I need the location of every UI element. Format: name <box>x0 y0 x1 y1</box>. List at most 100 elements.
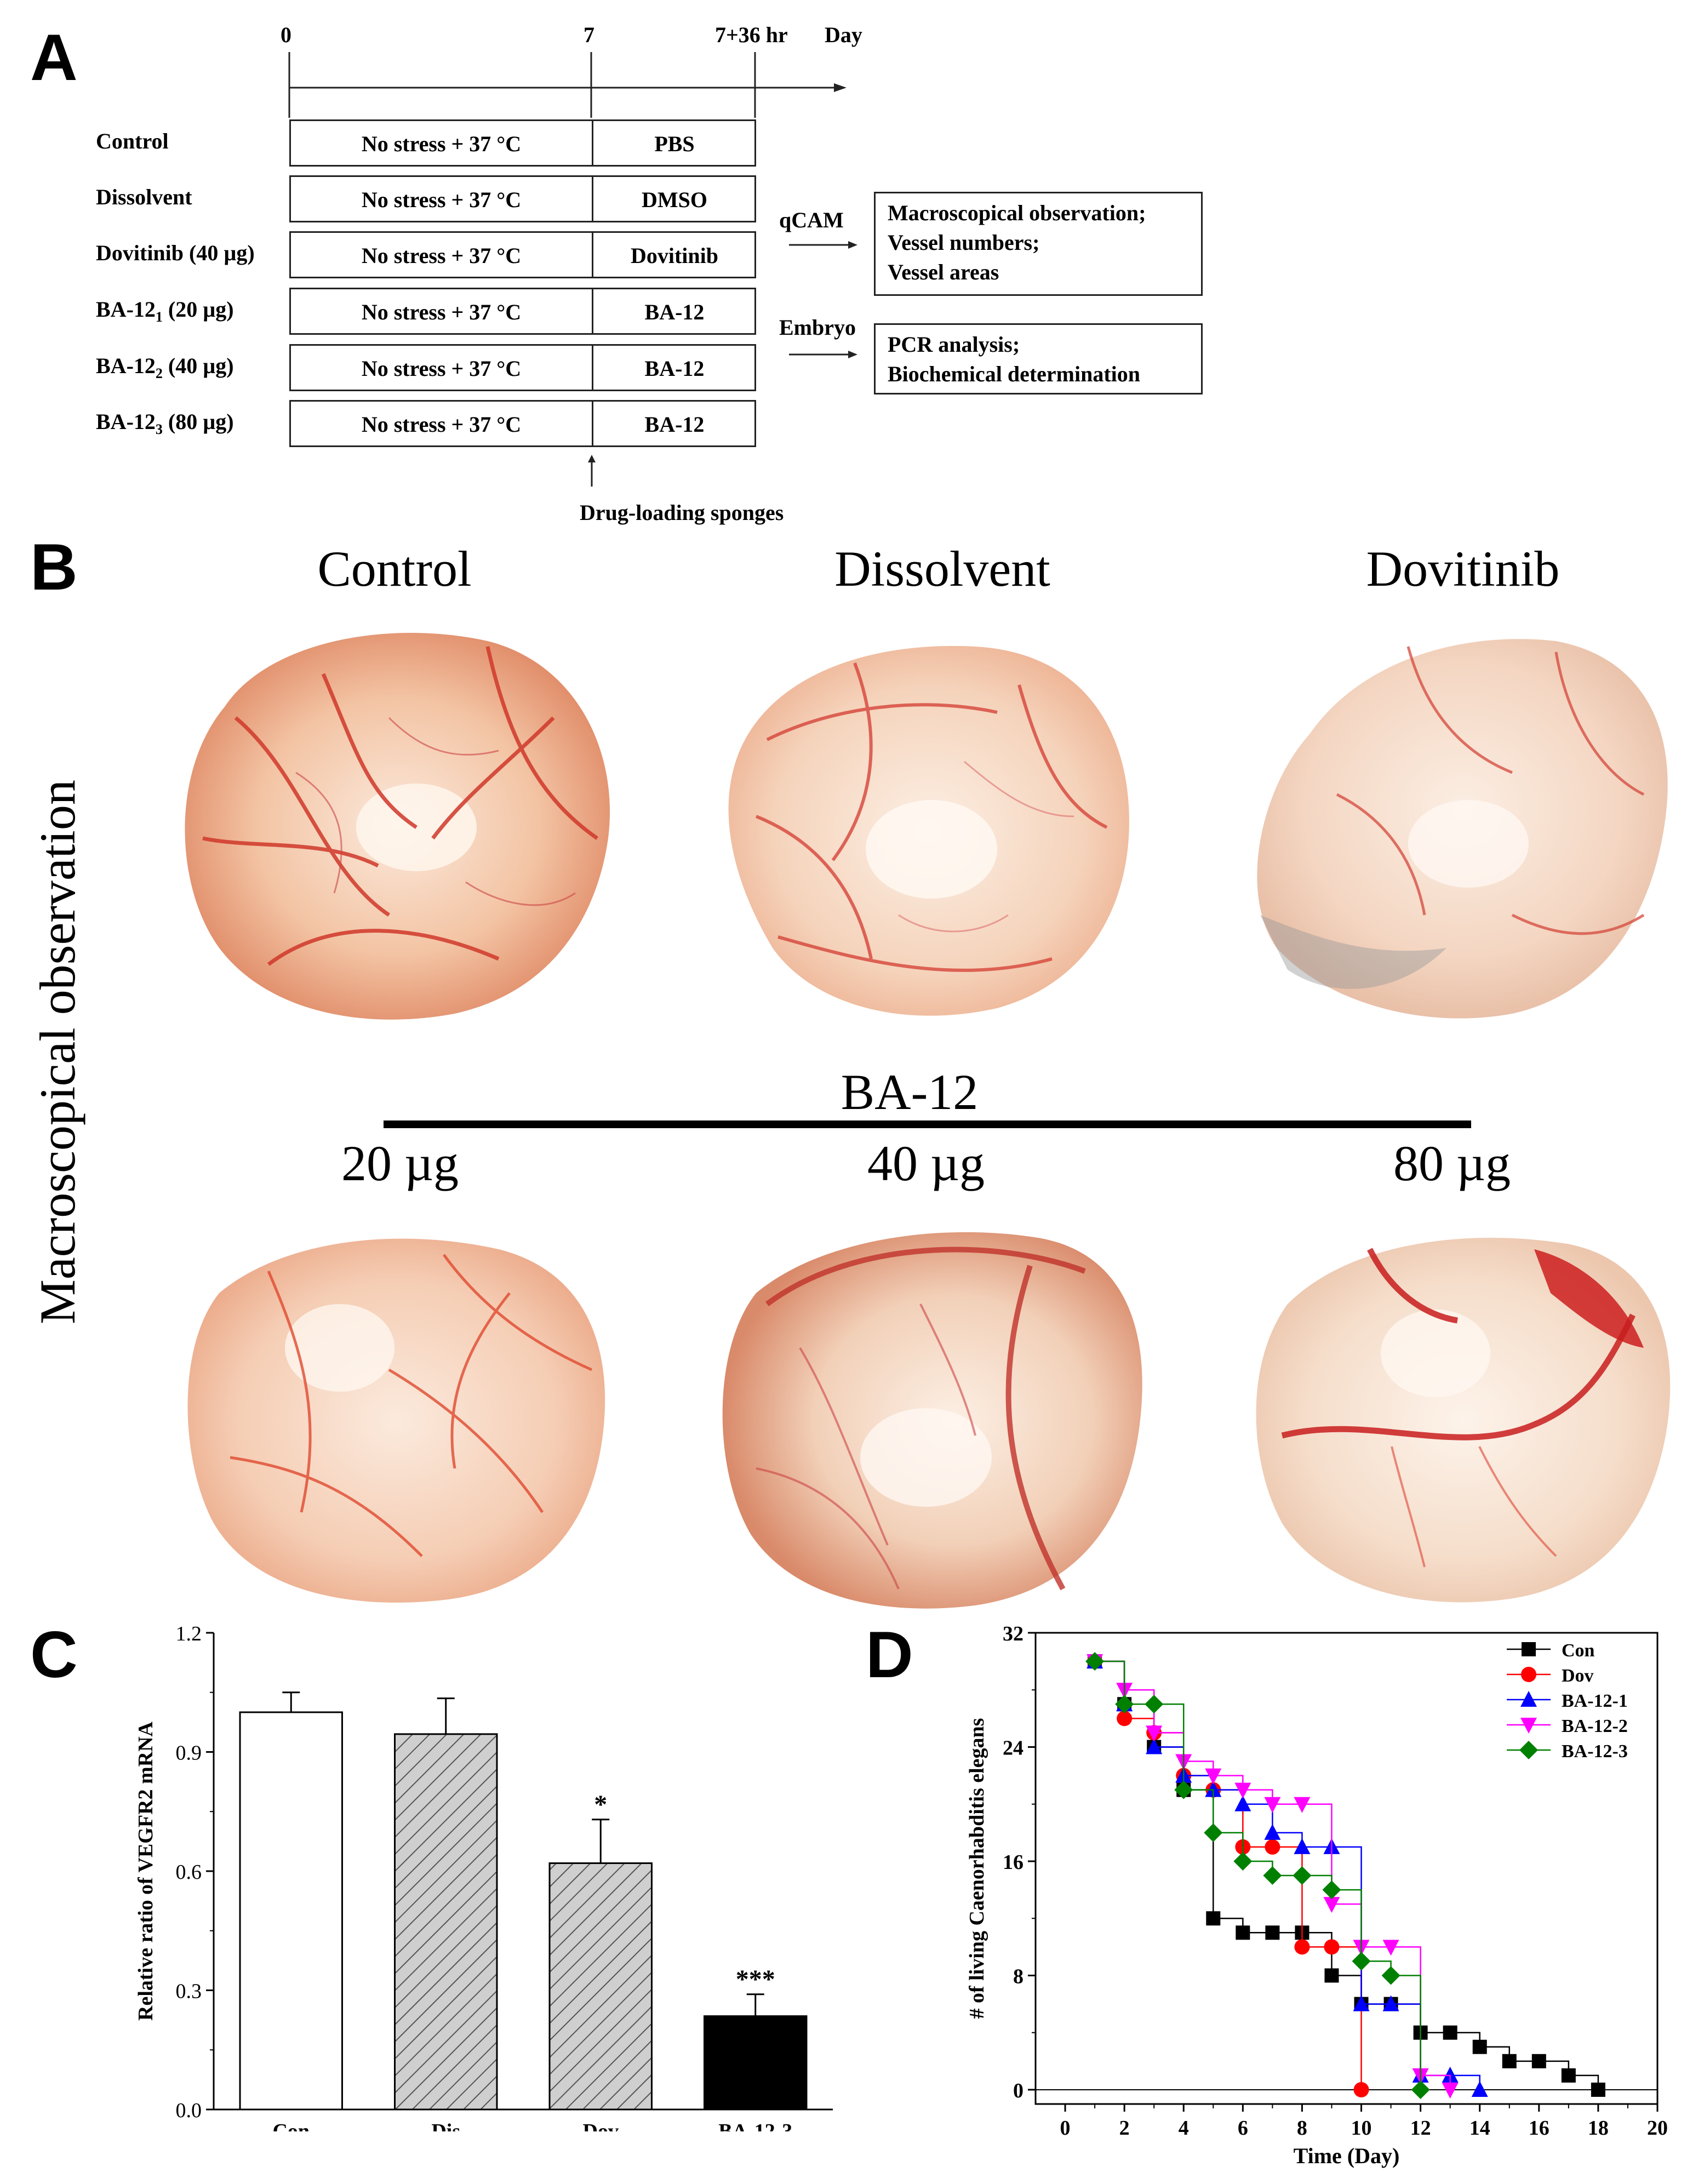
data-point-ba-12-1 <box>1264 1823 1281 1840</box>
data-point-con <box>1561 2068 1576 2083</box>
data-point-ba-12-2 <box>1294 1797 1311 1813</box>
x-tick-label: BA-12-3 <box>718 2120 792 2131</box>
timeline-row-box: No stress + 37 °C BA-12 <box>289 344 756 391</box>
cam-photo-ba12-20 <box>187 1238 605 1603</box>
embryo-outcome-line-1: PCR analysis; <box>888 332 1020 357</box>
data-point-con <box>1206 1911 1221 1926</box>
row-label-dose: (80 µg) <box>162 409 234 434</box>
timeline-row-label: BA-123 (80 µg) <box>96 409 234 438</box>
chart-c-vegfr2: 0.0 0.3 0.6 0.9 1.2 Con Dis * Dov *** BA-12-3 Relat… <box>134 1622 833 2131</box>
timeline-row-label: Control <box>96 128 169 157</box>
data-point-ba-12-1 <box>1234 1795 1251 1811</box>
timeline-row-divider <box>592 121 593 165</box>
row-treatment: Dovitinib <box>630 243 719 268</box>
timeline-row-label: BA-122 (40 µg) <box>96 353 234 382</box>
data-point-con <box>1236 1925 1250 1940</box>
data-point-ba-12-3 <box>1381 1966 1400 1985</box>
timeline-row-label: Dissolvent <box>96 184 192 213</box>
timeline-row-box: No stress + 37 °C BA-12 <box>289 400 756 447</box>
data-point-ba-12-2 <box>1323 1897 1340 1913</box>
row-condition: No stress + 37 °C <box>361 132 522 156</box>
data-point-ba-12-1 <box>1353 1995 1370 2011</box>
qcam-outcome-line-1: Macroscopical observation; <box>888 201 1146 225</box>
y-tick-label: 0 <box>1013 2079 1023 2102</box>
qcam-label: qCAM <box>779 208 844 232</box>
row-treatment: PBS <box>654 132 695 156</box>
x-tick-label: 10 <box>1351 2117 1372 2140</box>
panel-label-d: D <box>866 1618 913 1691</box>
bar <box>239 1711 343 2111</box>
data-point-ba-12-2 <box>1442 2082 1459 2099</box>
panel-label-c: C <box>30 1618 78 1691</box>
row-condition: No stress + 37 °C <box>361 187 522 212</box>
side-label-text: Macroscopical observation <box>30 780 85 1324</box>
timeline-row-box: No stress + 37 °C Dovitinib <box>289 231 756 278</box>
row-condition: No stress + 37 °C <box>361 300 522 324</box>
row-label-name: Control <box>96 129 169 153</box>
y-tick-label: 0.0 <box>176 2099 202 2122</box>
row-label-dose: (20 µg) <box>162 297 234 322</box>
significance-label: *** <box>736 1965 775 1994</box>
data-point-ba-12-3 <box>1085 1652 1105 1671</box>
row-label-name: Dissolvent <box>96 185 192 209</box>
row-condition: No stress + 37 °C <box>361 412 522 437</box>
y-axis-label: # of living Caenorhabditis elegans <box>965 1718 988 2019</box>
legend-label: Con <box>1562 1640 1595 1661</box>
dose-20: 20 µg <box>341 1135 459 1191</box>
row-label-name: Dovitinib (40 µg) <box>96 241 255 265</box>
legend-marker <box>1520 1691 1537 1707</box>
qcam-outcome-line-2: Vessel numbers; <box>888 230 1040 255</box>
cam-photo-ba12-40 <box>722 1232 1142 1609</box>
y-tick-label: 0.6 <box>176 1861 202 1884</box>
row-condition: No stress + 37 °C <box>361 243 522 268</box>
row-label-subscript: 1 <box>155 309 163 325</box>
timeline-row-label: BA-121 (20 µg) <box>96 296 234 325</box>
embryo-outcome-box: PCR analysis; Biochemical determination <box>874 323 1203 395</box>
data-point-ba-12-2 <box>1205 1768 1222 1785</box>
y-tick-label: 8 <box>1013 1965 1023 1988</box>
legend-label: BA-12-3 <box>1562 1741 1628 1762</box>
data-point-ba-12-1 <box>1146 1738 1163 1754</box>
x-tick-label: 18 <box>1588 2117 1609 2140</box>
timeline-unit: Day <box>825 22 862 47</box>
title-ba12: BA-12 <box>840 1064 979 1120</box>
data-point-dov <box>1324 1939 1340 1955</box>
title-dovitinib: Dovitinib <box>1366 541 1560 597</box>
data-point-con <box>1502 2054 1517 2068</box>
legend-label: BA-12-2 <box>1562 1716 1628 1736</box>
data-point-ba-12-3 <box>1233 1851 1253 1871</box>
timeline-row-box: No stress + 37 °C PBS <box>289 119 756 167</box>
cam-photo-control <box>185 633 610 1020</box>
timeline-row-box: No stress + 37 °C BA-12 <box>289 288 756 335</box>
data-point-ba-12-3 <box>1293 1866 1312 1885</box>
sponge-arrow <box>588 455 596 487</box>
row-treatment: BA-12 <box>644 356 705 381</box>
cam-photo-ba12-80 <box>1256 1238 1671 1603</box>
timeline-tick-0: 0 <box>281 22 291 47</box>
y-axis-label: Relative ratio of VEGFR2 mRNA <box>134 1721 157 2021</box>
row-treatment: BA-12 <box>644 412 705 437</box>
data-point-con <box>1472 2039 1487 2054</box>
title-control: Control <box>317 541 472 597</box>
bar <box>548 1862 653 2111</box>
bar <box>394 1733 498 2111</box>
legend-marker <box>1519 1741 1538 1759</box>
data-point-dov <box>1117 1711 1133 1726</box>
data-point-ba-12-1 <box>1442 2066 1459 2083</box>
data-point-con <box>1531 2054 1546 2068</box>
legend-label: Dov <box>1562 1666 1594 1686</box>
x-tick-label: 12 <box>1410 2117 1431 2140</box>
panel-label-a: A <box>30 21 78 94</box>
row-label-name: BA-12 <box>96 353 156 378</box>
timeline-tick-end: 7+36 hr <box>715 22 788 47</box>
legend-marker <box>1520 1718 1537 1734</box>
data-point-ba-12-1 <box>1382 1995 1399 2011</box>
data-point-dov <box>1294 1939 1310 1955</box>
data-point-ba-12-3 <box>1322 1880 1341 1900</box>
cam-photo-dovitinib <box>1257 639 1668 1019</box>
panel-label-b: B <box>30 530 78 604</box>
x-tick-label: 14 <box>1469 2117 1490 2140</box>
ba12-divider-line <box>384 1120 1471 1128</box>
timeline-row-divider <box>592 402 593 445</box>
timeline-row-divider <box>592 289 593 333</box>
